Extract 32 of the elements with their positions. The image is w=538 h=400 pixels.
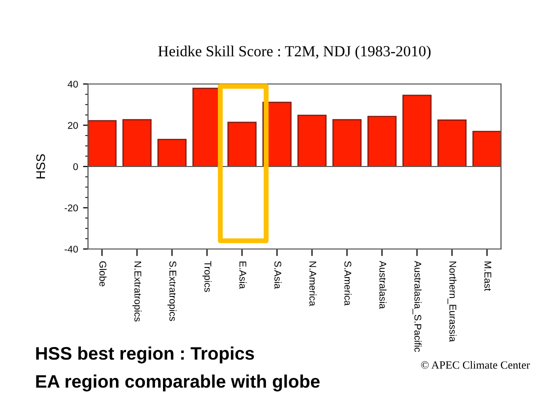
y-tick-label: 0	[73, 163, 78, 170]
bar	[122, 119, 152, 168]
bar	[227, 122, 257, 168]
bar	[367, 116, 397, 168]
x-tick-label: S.Asia	[274, 261, 282, 289]
x-tick-label: Northern_Eurassia	[448, 262, 457, 342]
y-tick-label: 40	[68, 80, 78, 88]
bar	[157, 138, 187, 168]
bar	[332, 119, 362, 168]
x-tick-label: N.America	[309, 262, 317, 306]
y-tick-label: 20	[68, 122, 78, 129]
x-tick-label: Globe	[99, 261, 107, 286]
x-tick-label: Australasia_S.Pacific	[412, 260, 422, 352]
chart-title: Heidke Skill Score : T2M, NDJ (1983-2010)	[158, 46, 431, 60]
bar	[472, 130, 501, 168]
y-axis-title: HSS	[36, 154, 46, 178]
bar	[88, 120, 117, 168]
x-tick-label: Australasia	[379, 260, 387, 309]
x-tick-label: Tropics	[202, 261, 212, 292]
x-tick-label: S.America	[344, 261, 352, 306]
x-tick-label: M.East	[484, 262, 492, 291]
y-tick-label: -40	[64, 246, 78, 253]
bar	[437, 120, 467, 168]
text: © APEC Climate Center	[421, 360, 530, 369]
text: HSS best region : Tropics	[36, 346, 254, 364]
bar	[402, 94, 432, 168]
x-tick-label: S.Extratropics	[167, 261, 177, 321]
x-tick-label: E.Asia	[239, 262, 247, 289]
text: EA region comparable with globe	[36, 374, 320, 392]
x-tick-label: N.Extratropics	[132, 262, 142, 322]
y-tick-label: -20	[64, 204, 78, 212]
bar	[297, 114, 327, 168]
